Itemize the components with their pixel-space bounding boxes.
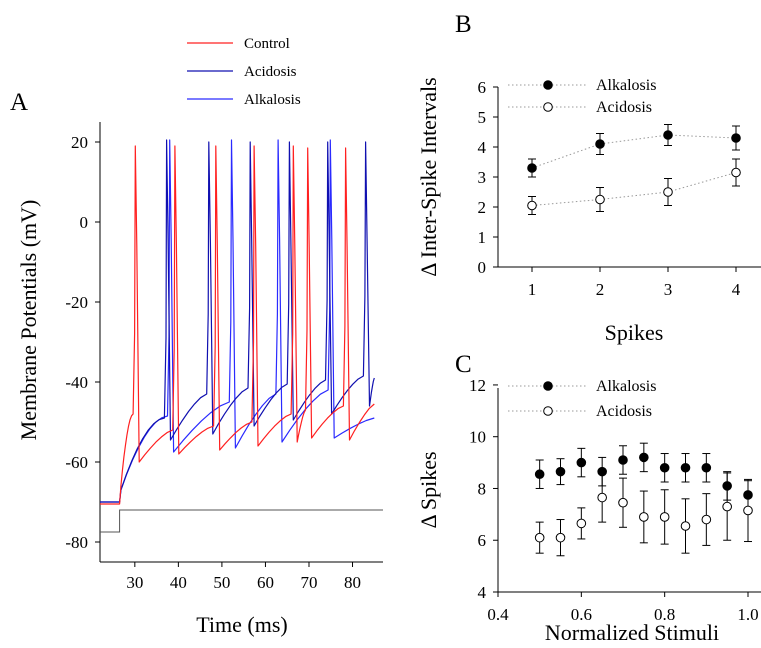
panel-b-point-alkalosis	[595, 139, 605, 149]
panel-b-point-alkalosis	[731, 133, 741, 143]
panel-letter-c: C	[455, 351, 472, 378]
panel-c-point-acidosis	[701, 514, 712, 525]
panel-c-legend-marker-alkalosis	[543, 381, 553, 391]
panel-c-point-alkalosis	[701, 462, 712, 473]
panel-c-y-tick-label: 6	[478, 531, 487, 550]
panel-b-y-tick-label: 3	[478, 168, 487, 187]
panel-b-x-tick-label: 2	[596, 280, 605, 299]
panel-b-legend-marker-alkalosis	[543, 80, 553, 90]
panel-c-point-alkalosis	[659, 462, 670, 473]
panel-c-y-tick-label: 10	[469, 428, 486, 447]
panel-c-point-acidosis	[534, 532, 545, 543]
panel-c-point-acidosis	[659, 512, 670, 522]
panel-c-legend-marker-acidosis	[543, 406, 553, 416]
panel-a-y-tick-label: -20	[65, 293, 88, 312]
panel-a-y-title: Membrane Potentials (mV)	[16, 200, 41, 441]
panel-a-y-tick-label: -80	[65, 533, 88, 552]
panel-c-point-alkalosis	[680, 462, 691, 473]
panel-c-point-alkalosis	[576, 457, 587, 468]
panel-c-marks	[534, 442, 753, 557]
legend-label-acidosis: Acidosis	[244, 64, 297, 80]
panel-letter-a: A	[10, 89, 28, 116]
panel-b-ticks: 1 2 3 4 0 1 2 3 4 5 6	[478, 78, 741, 299]
panel-a-traces	[100, 139, 383, 533]
panel-c-x-title: Normalized Stimuli	[545, 620, 719, 645]
panel-b-y-title: Δ Inter-Spike Intervals	[416, 77, 441, 276]
panel-c-point-alkalosis	[618, 455, 628, 465]
panel-a-y-tick-label: 20	[71, 133, 88, 152]
panel-c-x-tick-label: 1.0	[737, 605, 758, 624]
panel-c-point-acidosis	[722, 501, 732, 512]
panel-b-point-acidosis	[595, 194, 605, 205]
trace-acidosis	[100, 139, 375, 503]
panel-b-x-tick-label: 1	[528, 280, 537, 299]
panel-a-y-tick-label: -40	[65, 373, 88, 392]
panel-c-x-tick-label: 0.8	[654, 605, 675, 624]
panel-b: 1 2 3 4 0 1 2 3 4 5 6 Alkalosis Acidosis Spikes Δ I…	[416, 77, 761, 345]
panel-a-x-tick-label: 70	[300, 573, 317, 592]
panel-b-point-acidosis	[663, 187, 673, 197]
panel-a-x-title: Time (ms)	[196, 612, 287, 637]
stimulus-trace	[100, 509, 383, 533]
panel-c-y-tick-label: 12	[469, 376, 486, 395]
panel-a-legend: Control Acidosis Alkalosis	[187, 36, 301, 108]
panel-b-x-tick-label: 3	[664, 280, 673, 299]
panel-a-x-tick-label: 40	[170, 573, 187, 592]
legend-label-alkalosis: Alkalosis	[244, 92, 301, 108]
panel-c: 0.4 0.6 0.8 1.0 4 6 8 10 12 Alkalosis Acidosis No…	[416, 376, 761, 645]
panel-c-point-acidosis	[680, 521, 691, 531]
panel-a-x-tick-label: 50	[213, 573, 230, 592]
panel-c-point-acidosis	[618, 497, 628, 508]
panel-b-y-tick-label: 1	[478, 228, 487, 247]
panel-c-point-alkalosis	[534, 469, 545, 480]
panel-b-point-alkalosis	[527, 163, 537, 173]
panel-a-y-tick-label: 0	[80, 213, 89, 232]
panel-a-x-tick-label: 80	[344, 573, 361, 592]
panel-b-marks	[527, 124, 741, 215]
trace-alkalosis	[100, 139, 375, 503]
legend-label-control: Control	[244, 36, 290, 52]
panel-c-point-acidosis	[639, 512, 649, 522]
panel-b-y-tick-label: 6	[478, 78, 487, 97]
panel-c-y-tick-label: 4	[478, 583, 487, 602]
panel-c-y-tick-label: 8	[478, 479, 487, 498]
panel-b-x-tick-label: 4	[732, 280, 741, 299]
panel-b-legend-marker-acidosis	[543, 102, 553, 112]
panel-b-y-tick-label: 0	[478, 258, 487, 277]
panel-b-point-acidosis	[527, 200, 537, 211]
panel-c-ticks: 0.4 0.6 0.8 1.0 4 6 8 10 12	[469, 376, 759, 624]
panel-c-legend: Alkalosis Acidosis	[508, 378, 656, 420]
panel-b-y-tick-label: 4	[478, 138, 487, 157]
panel-c-point-acidosis	[597, 492, 607, 503]
panel-a-ticks: 30 40 50 60 70 80 20 0 -20 -40 -60 -80	[65, 133, 361, 592]
panel-c-point-alkalosis	[555, 466, 566, 477]
panel-c-point-acidosis	[555, 532, 566, 543]
panel-b-y-tick-label: 5	[478, 108, 487, 127]
panel-c-point-alkalosis	[639, 452, 649, 463]
panel-b-point-acidosis	[731, 167, 741, 178]
panel-b-x-title: Spikes	[605, 320, 664, 345]
panel-a-x-tick-label: 30	[126, 573, 143, 592]
panel-a: 30 40 50 60 70 80 20 0 -20 -40 -60 -80 Control Acido…	[16, 36, 383, 637]
panel-c-x-tick-label: 0.4	[487, 605, 509, 624]
panel-c-x-tick-label: 0.6	[571, 605, 592, 624]
panel-letter-b: B	[455, 11, 472, 38]
panel-c-legend-label-acidosis: Acidosis	[596, 403, 652, 420]
panel-b-line-acidosis	[531, 172, 737, 206]
trace-control	[100, 145, 375, 505]
panel-b-legend-label-acidosis: Acidosis	[596, 99, 652, 116]
panel-c-y-title: Δ Spikes	[416, 451, 441, 528]
panel-b-line-alkalosis	[531, 134, 737, 169]
panel-a-y-tick-label: -60	[65, 453, 88, 472]
panel-c-point-acidosis	[576, 518, 587, 529]
panel-b-legend-label-alkalosis: Alkalosis	[596, 77, 656, 94]
panel-a-x-tick-label: 60	[257, 573, 274, 592]
panel-c-legend-label-alkalosis: Alkalosis	[596, 378, 656, 395]
panel-b-point-alkalosis	[663, 130, 673, 140]
panel-b-legend: Alkalosis Acidosis	[508, 77, 656, 116]
panel-b-y-tick-label: 2	[478, 198, 487, 217]
panel-c-point-acidosis	[743, 505, 753, 516]
